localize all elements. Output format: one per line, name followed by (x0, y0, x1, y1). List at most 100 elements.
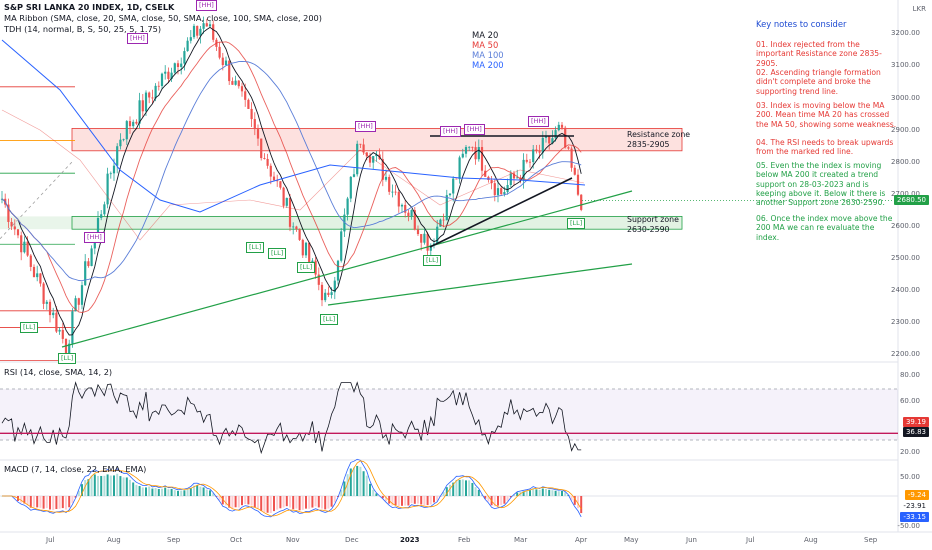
candle (148, 93, 150, 98)
candle (155, 86, 157, 99)
candle (356, 144, 358, 174)
candle (443, 220, 445, 221)
macd-histogram-bar (241, 496, 243, 505)
macd-histogram-bar (257, 496, 259, 508)
macd-histogram-bar (580, 496, 582, 513)
candle (363, 144, 365, 152)
macd-histogram-bar (94, 474, 96, 496)
macd-histogram-bar (132, 482, 134, 496)
macd-histogram-bar (91, 476, 93, 496)
macd-histogram-bar (331, 496, 333, 507)
candle (542, 138, 544, 153)
candle (129, 121, 131, 126)
macd-histogram-bar (180, 491, 182, 496)
candle (199, 29, 201, 36)
macd-histogram-bar (139, 486, 141, 496)
ll-badge: [LL] (320, 314, 338, 325)
macd-histogram-bar (158, 489, 160, 496)
candle (564, 128, 566, 148)
candle (27, 242, 29, 256)
candle (145, 93, 147, 112)
macd-histogram-bar (126, 477, 128, 496)
candle (503, 192, 505, 194)
macd-histogram-bar (497, 496, 499, 506)
macd-histogram-bar (455, 480, 457, 496)
time-tick: Mar (514, 536, 527, 544)
ma200-legend: MA 200 (472, 60, 504, 70)
last-price-tag: 2680.50 (894, 195, 929, 205)
candle (110, 173, 112, 174)
ma100-line (2, 62, 581, 281)
macd-histogram-bar (551, 490, 553, 496)
candle (254, 119, 256, 129)
candle (71, 311, 73, 343)
macd-histogram-bar (305, 496, 307, 509)
macd-histogram-bar (71, 496, 73, 503)
macd-histogram-bar (433, 496, 435, 502)
macd-histogram-bar (427, 496, 429, 505)
candle (286, 198, 288, 206)
candle (292, 227, 294, 228)
candle (411, 210, 413, 216)
rsi-tick: 60.00 (900, 397, 920, 405)
candle (238, 81, 240, 87)
macd-histogram-bar (539, 490, 541, 496)
macd-histogram-bar (459, 480, 461, 496)
candle (107, 174, 109, 205)
ma-ribbon-indicator[interactable]: MA Ribbon (SMA, close, 20, SMA, close, 5… (4, 13, 322, 23)
macd-histogram-bar (55, 496, 57, 509)
candle (481, 147, 483, 171)
candle (14, 226, 16, 229)
macd-histogram-bar (503, 496, 505, 504)
candle (500, 188, 502, 194)
rsi-value-tag: 36.83 (903, 427, 929, 437)
candle (423, 234, 425, 243)
candle (59, 330, 61, 332)
candle (203, 23, 205, 29)
candle (135, 122, 137, 124)
candle (20, 235, 22, 252)
macd-histogram-bar (414, 496, 416, 504)
candle (487, 177, 489, 180)
rsi-signal-tag: 39.19 (903, 417, 929, 427)
candle (446, 195, 448, 220)
macd-histogram-bar (43, 496, 45, 509)
candle (100, 214, 102, 218)
candle (206, 23, 208, 26)
candle (87, 261, 89, 266)
candle (353, 174, 355, 177)
candle (222, 58, 224, 65)
rsi-label[interactable]: RSI (14, close, SMA, 14, 2) (4, 367, 112, 377)
macd-histogram-bar (267, 496, 269, 513)
macd-histogram-bar (411, 496, 413, 503)
candle (340, 231, 342, 260)
candle (267, 159, 269, 166)
candle (212, 24, 214, 40)
support-zone-label: Support zone 2630-2590 (627, 215, 679, 234)
candle (244, 91, 246, 100)
macd-histogram-bar (270, 496, 272, 513)
macd-histogram-bar (372, 490, 374, 496)
candle (30, 256, 32, 267)
candle (17, 229, 19, 235)
candle (36, 273, 38, 277)
macd-histogram-bar (100, 476, 102, 496)
hh-badge: [HH] (355, 121, 376, 132)
time-tick: Jul (46, 536, 54, 544)
price-tick: 2800.00 (891, 158, 920, 166)
macd-histogram-bar (395, 496, 397, 505)
candle (283, 188, 285, 206)
macd-histogram-bar (196, 485, 198, 496)
candle (39, 273, 41, 283)
macd-histogram-bar (363, 471, 365, 496)
macd-histogram-bar (302, 496, 304, 510)
macd-histogram-bar (462, 479, 464, 496)
macd-histogram-bar (155, 488, 157, 496)
macd-label[interactable]: MACD (7, 14, close, 22, EMA, EMA) (4, 464, 146, 474)
candle (209, 24, 211, 26)
candle (427, 234, 429, 251)
candle (571, 149, 573, 168)
candle (113, 166, 115, 174)
candle (391, 192, 393, 193)
macd-histogram-bar (199, 487, 201, 496)
